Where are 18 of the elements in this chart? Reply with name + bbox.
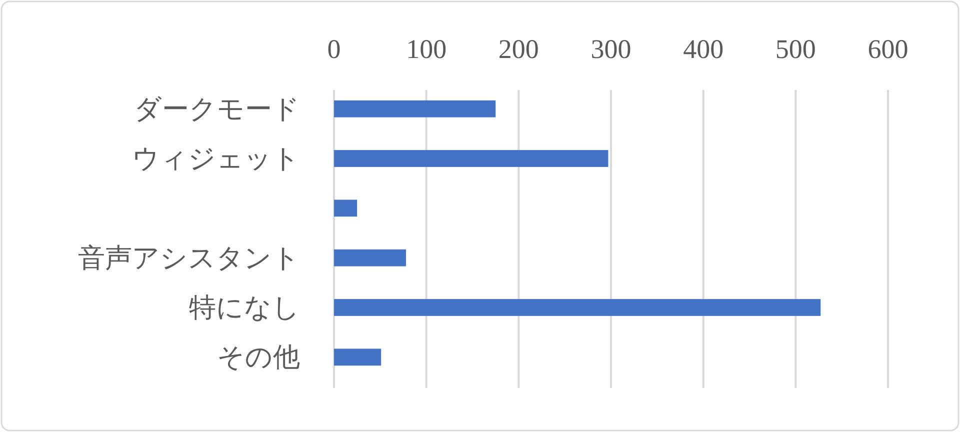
x-tick-label: 400 <box>683 34 724 64</box>
x-tick-label: 100 <box>406 34 447 64</box>
bar <box>334 348 382 366</box>
y-tick-label: その他 <box>217 342 300 372</box>
x-tick-label: 500 <box>775 34 816 64</box>
x-tick-label: 0 <box>327 34 341 64</box>
y-tick-label: ダークモード <box>134 94 300 124</box>
x-tick-label: 600 <box>868 34 908 64</box>
bar <box>334 299 821 316</box>
bar <box>334 200 358 217</box>
bar <box>334 150 608 167</box>
y-tick-label: 特になし <box>189 292 300 322</box>
bar <box>334 100 496 118</box>
x-tick-label: 300 <box>590 34 632 64</box>
x-tick-label: 200 <box>498 34 539 64</box>
bar <box>334 249 406 266</box>
y-tick-label: ウィジェット <box>132 144 300 174</box>
y-tick-label: 音声アシスタント <box>78 242 300 273</box>
